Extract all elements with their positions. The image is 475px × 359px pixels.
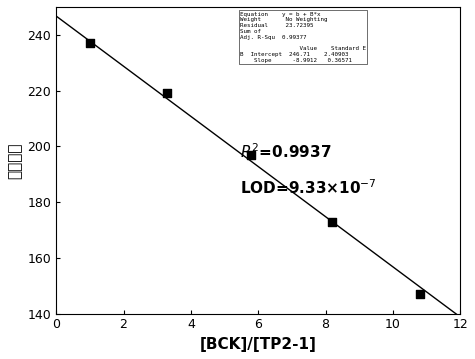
- Text: LOD=9.33×10$^{-7}$: LOD=9.33×10$^{-7}$: [240, 179, 377, 197]
- Text: Equation    y = b + B*x
Weight       No Weighting
Residual     23.72395
Sum of
A: Equation y = b + B*x Weight No Weighting…: [240, 11, 366, 63]
- X-axis label: [BCK]/[TP2-1]: [BCK]/[TP2-1]: [200, 337, 317, 352]
- Point: [86, 40, 94, 46]
- Point: [247, 152, 255, 158]
- Point: [163, 90, 171, 96]
- Point: [416, 291, 424, 297]
- Point: [329, 219, 336, 224]
- Y-axis label: 荧光强度: 荧光强度: [7, 142, 22, 178]
- Text: $R^{2}$=0.9937: $R^{2}$=0.9937: [240, 142, 332, 160]
